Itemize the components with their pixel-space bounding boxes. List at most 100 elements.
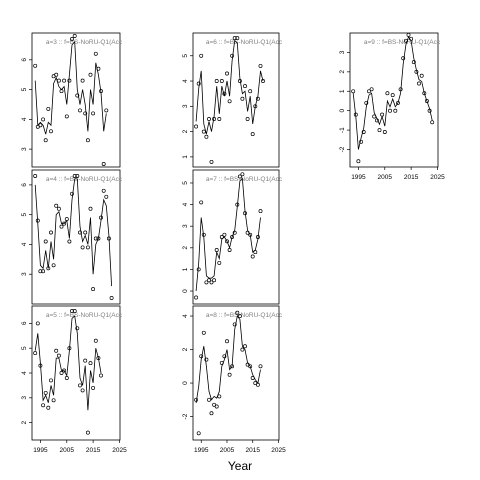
data-point	[388, 108, 392, 113]
data-point	[67, 78, 72, 83]
data-point	[199, 53, 204, 58]
data-point	[240, 347, 245, 352]
y-tick-label: 0	[182, 289, 189, 293]
data-point	[243, 211, 247, 216]
y-tick-label: 0	[182, 381, 189, 385]
data-point	[59, 371, 64, 375]
data-point	[204, 357, 209, 362]
data-point	[67, 346, 72, 351]
data-point	[222, 232, 227, 237]
data-point	[237, 79, 242, 83]
data-point	[88, 206, 93, 211]
data-point	[51, 398, 56, 403]
data-point	[96, 236, 101, 241]
data-point	[99, 373, 103, 378]
data-point	[59, 224, 64, 229]
data-point	[219, 79, 224, 83]
data-point	[67, 239, 72, 244]
panel-frame	[192, 305, 280, 441]
data-point	[38, 269, 43, 274]
data-point	[227, 99, 232, 104]
y-tick-label: -2	[339, 146, 346, 152]
data-point	[91, 385, 96, 390]
data-point	[396, 100, 400, 105]
data-point	[240, 172, 245, 177]
data-point	[93, 338, 98, 343]
y-tick-label: 3	[21, 147, 28, 151]
x-tick-label: 2015	[246, 447, 261, 454]
y-tick-label: 6	[21, 321, 28, 325]
data-point	[367, 89, 371, 94]
data-point	[204, 280, 209, 285]
data-point	[91, 287, 96, 292]
data-point	[258, 63, 263, 68]
data-point	[56, 353, 61, 358]
x-tick-label: 2005	[220, 447, 235, 454]
data-point	[353, 112, 358, 117]
data-point	[390, 93, 395, 98]
data-point	[64, 114, 69, 119]
data-point	[38, 123, 43, 128]
y-tick-label: 4	[21, 371, 28, 375]
data-point	[414, 69, 419, 74]
data-point	[80, 78, 85, 83]
data-point	[104, 108, 109, 113]
data-point	[62, 221, 67, 226]
y-tick-label: 4	[21, 117, 28, 121]
data-point	[237, 174, 242, 179]
x-tick-label: 2005	[60, 447, 75, 454]
data-point	[54, 348, 59, 353]
data-point	[49, 129, 53, 134]
panel-label: a=7 :: f=BS-NoRU-Q1(Acc	[206, 176, 283, 183]
data-point	[398, 87, 403, 92]
data-point	[222, 354, 227, 359]
data-point	[243, 344, 247, 349]
data-point	[56, 206, 61, 211]
data-point	[49, 230, 53, 235]
data-point	[385, 91, 390, 96]
x-tick-label: 2015	[86, 447, 101, 454]
data-point	[201, 330, 206, 335]
data-point	[253, 104, 258, 109]
y-tick-label: 5	[182, 54, 189, 58]
data-point	[33, 174, 38, 178]
data-point	[364, 100, 369, 105]
data-point	[232, 36, 237, 41]
data-point	[359, 139, 364, 144]
data-point	[99, 215, 103, 220]
y-tick-label: 2	[21, 420, 28, 424]
data-point	[199, 200, 204, 205]
panel-frame	[349, 32, 439, 168]
data-point	[225, 71, 229, 76]
y-tick-label: 2	[182, 246, 189, 250]
data-point	[240, 96, 245, 101]
data-point	[207, 117, 211, 121]
data-point	[261, 79, 265, 83]
data-point	[46, 106, 51, 111]
data-point	[78, 108, 82, 113]
data-point	[217, 117, 222, 121]
x-axis-label: Year	[228, 459, 252, 473]
data-point	[232, 230, 237, 235]
data-point	[56, 78, 61, 83]
data-point	[427, 108, 432, 113]
data-point	[401, 56, 406, 61]
data-point	[250, 254, 255, 259]
data-point	[70, 309, 74, 313]
x-tick-label: 1995	[194, 447, 209, 454]
data-point	[35, 321, 40, 326]
data-point	[235, 310, 240, 315]
data-point	[245, 117, 250, 121]
data-point	[209, 280, 214, 285]
panel-label: a=3 :: f=BS-NoRU-Q1(Acc	[46, 39, 123, 46]
data-point	[62, 78, 67, 83]
data-point	[225, 339, 229, 344]
data-point	[41, 403, 46, 408]
data-point	[46, 405, 51, 410]
data-point	[245, 362, 250, 367]
